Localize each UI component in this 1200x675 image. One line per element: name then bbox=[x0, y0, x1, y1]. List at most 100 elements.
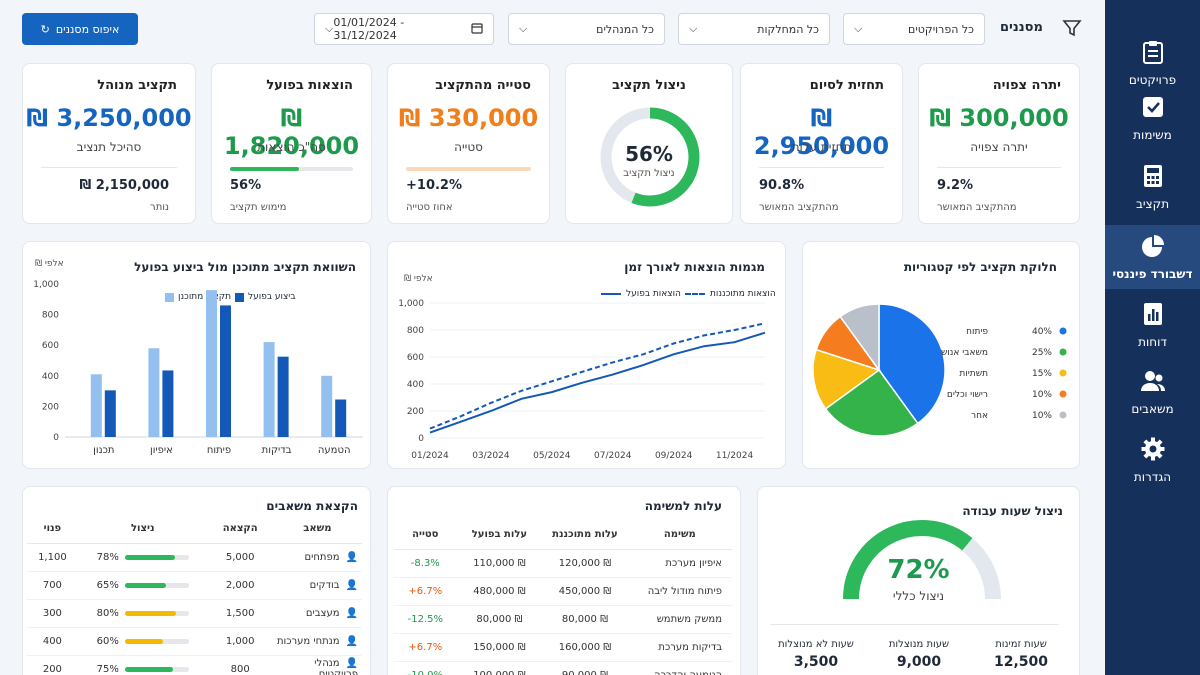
kpi-bottom-label: נותר bbox=[150, 202, 169, 213]
table-header-row: משאב הקצאה ניצול פנוי bbox=[27, 515, 362, 544]
sidebar-item-reports[interactable]: דוחות bbox=[1105, 293, 1200, 357]
projects-filter-select[interactable]: כל הפרויקטים ⌵ bbox=[843, 13, 985, 45]
stat-value: 3,500 bbox=[793, 654, 839, 670]
sidebar-item-settings[interactable]: הגדרות bbox=[1105, 428, 1200, 492]
divider bbox=[759, 167, 884, 168]
legend-percent: 40% bbox=[1032, 327, 1052, 337]
task-name-cell: הטמעה והדרכה bbox=[627, 661, 732, 675]
table-row[interactable]: 👤מנהלי פרויקטים 800 75% 200 bbox=[27, 655, 362, 675]
variance-cell: +6.7% bbox=[394, 577, 457, 606]
departments-filter-value: כל המחלקות bbox=[757, 22, 819, 36]
legend-swatch bbox=[235, 292, 244, 302]
calculator-icon bbox=[1143, 163, 1163, 189]
bar-report-icon bbox=[1143, 301, 1163, 327]
variance-bar bbox=[406, 167, 531, 171]
pie-slice bbox=[812, 348, 881, 410]
legend-label: אחר bbox=[971, 411, 988, 421]
kpi-title: ניצול תקציב bbox=[612, 78, 686, 93]
table-row[interactable]: איפיון מערכת ₪ 120,000 ₪ 110,000 -8.3% bbox=[394, 549, 732, 578]
legend-label: תקציב מתוכנן bbox=[178, 292, 232, 302]
stat-used: שעות מנוצלות 9,000 bbox=[879, 639, 959, 670]
bar-actual bbox=[277, 356, 289, 437]
free-cell: 300 bbox=[27, 599, 78, 628]
x-tick-label: איפיון bbox=[150, 445, 173, 456]
kpi-subtitle: סה"כ הוצאות bbox=[257, 140, 326, 154]
managers-filter-value: כל המנהלים bbox=[596, 22, 654, 36]
stat-label: שעות זמינות bbox=[995, 639, 1047, 650]
bar-planned bbox=[321, 375, 333, 437]
task-name-cell: איפיון מערכת bbox=[627, 549, 732, 578]
variance-cell: +6.7% bbox=[394, 633, 457, 662]
table-row[interactable]: 👤 מנתחי מערכות 1,000 60% 400 bbox=[27, 627, 362, 656]
sidebar-item-tasks[interactable]: משימות bbox=[1105, 86, 1200, 150]
legend-actual: הוצאות בפועל bbox=[601, 289, 681, 299]
free-cell: 200 bbox=[27, 655, 78, 675]
column-header: משאב bbox=[272, 515, 362, 544]
planned-cost-cell: ₪ 120,000 bbox=[542, 549, 628, 578]
date-range-picker[interactable]: 01/01/2024 - 31/12/2024 ⌵ bbox=[314, 13, 494, 45]
kpi-title: סטייה מהתקציב bbox=[435, 78, 531, 93]
table-row[interactable]: 👤 מעצבים 1,500 80% 300 bbox=[27, 599, 362, 628]
table-row[interactable]: בדיקות מערכת ₪ 160,000 ₪ 150,000 +6.7% bbox=[394, 633, 732, 662]
stat-available: שעות זמינות 12,500 bbox=[981, 639, 1061, 670]
table-row[interactable]: 👤 בודקים 2,000 65% 700 bbox=[27, 571, 362, 600]
bar-chart: 0 200 400 600 800 1,000 תכנון איפיון פיתוח בדיקות… bbox=[33, 280, 363, 456]
progress-fill bbox=[124, 554, 175, 560]
checkbox-icon bbox=[1142, 94, 1164, 120]
y-tick-label: 200 bbox=[42, 402, 59, 412]
departments-filter-select[interactable]: כל המחלקות ⌵ bbox=[678, 13, 830, 45]
column-header: משימה bbox=[627, 521, 732, 550]
kpi-card-actual-expenses: הוצאות בפועל ₪ 1,820,000 סה"כ הוצאות 56%… bbox=[211, 63, 372, 224]
table-row[interactable]: פיתוח מודול ליבה ₪ 450,000 ₪ 480,000 +6.… bbox=[394, 577, 732, 606]
x-tick-label: הטמעה bbox=[318, 445, 351, 456]
y-unit-label: אלפי ₪ bbox=[404, 274, 433, 284]
table-row[interactable]: 👤 מפתחים 5,000 78% 1,100 bbox=[27, 543, 362, 572]
reset-filters-button[interactable]: איפוס מסננים ↻ bbox=[22, 13, 138, 45]
stat-value: 9,000 bbox=[896, 654, 942, 670]
user-icon: 👤 bbox=[345, 635, 358, 647]
chevron-down-icon: ⌵ bbox=[689, 22, 698, 35]
managers-filter-select[interactable]: כל המנהלים ⌵ bbox=[508, 13, 665, 45]
resource-name-cell: 👤 בודקים bbox=[272, 571, 362, 600]
task-name-cell: ממשק משתמש bbox=[627, 605, 732, 634]
sidebar-item-budget[interactable]: תקציב bbox=[1105, 155, 1200, 219]
legend-percent: 10% bbox=[1032, 390, 1052, 400]
calendar-icon bbox=[471, 22, 483, 37]
allocation-cell: 1,500 bbox=[207, 599, 273, 628]
kpi-bottom-label: אחוז סטייה bbox=[406, 202, 453, 213]
utilization-value: 60% bbox=[96, 635, 119, 647]
y-tick-label: 0 bbox=[53, 433, 59, 443]
utilization-bar bbox=[124, 638, 189, 644]
sidebar-item-label: דשבורד פיננסי bbox=[1112, 267, 1193, 281]
stat-label: שעות מנוצלות bbox=[888, 639, 950, 650]
table-row[interactable]: הטמעה והדרכה ₪ 90,000 ₪ 100,000 -10.0% bbox=[394, 661, 732, 675]
sidebar-item-label: הגדרות bbox=[1133, 470, 1172, 484]
sidebar-item-resources[interactable]: משאבים bbox=[1105, 360, 1200, 424]
work-hours-card: ניצול שעות עבודה 72% ניצול כללי שעות זמי… bbox=[757, 486, 1080, 675]
legend-percent: 10% bbox=[1032, 411, 1052, 421]
sidebar-item-projects[interactable]: פרויקטים bbox=[1105, 0, 1200, 96]
kpi-bottom-value: ₪ 2,150,000 bbox=[79, 178, 169, 193]
resource-name: מנתחי מערכות bbox=[276, 635, 340, 647]
resource-name: מנהלי פרויקטים bbox=[314, 658, 358, 675]
pie-chart: 40% פיתוח 25% משאבי אנוש 15% תשתיות 10% רישוי ו… bbox=[812, 303, 1067, 437]
pie-chart-card: חלוקת תקציב לפי קטגוריות 40% פיתוח 25% משאב… bbox=[802, 241, 1080, 469]
stat-label: שעות לא מנוצלות bbox=[778, 639, 854, 650]
card-title: עלות למשימה bbox=[644, 499, 722, 513]
y-tick-label: 600 bbox=[42, 341, 59, 351]
user-icon: 👤 bbox=[345, 658, 358, 669]
bar-actual bbox=[104, 390, 116, 437]
kpi-card-budget-variance: סטייה מהתקציב ₪ 330,000 סטייה +10.2% אחו… bbox=[387, 63, 550, 224]
legend-label: הוצאות מתוכננות bbox=[710, 289, 776, 299]
kpi-bottom-label: מהתקציב המאושר bbox=[937, 202, 1017, 213]
sidebar-item-financial-dashboard[interactable]: דשבורד פיננסי bbox=[1105, 225, 1200, 289]
progress-fill bbox=[124, 638, 164, 644]
chart-title: השוואת תקציב מתוכנן מול ביצוע בפועל bbox=[134, 260, 356, 274]
planned-cost-cell: ₪ 160,000 bbox=[542, 633, 628, 662]
sidebar: פרויקטים משימות תקציב דשבורד פיננסי דוחו… bbox=[1105, 0, 1200, 675]
utilization-bar bbox=[124, 666, 189, 672]
x-tick-label: 03/2024 bbox=[472, 451, 510, 461]
kpi-bottom-value: 90.8% bbox=[759, 178, 805, 193]
table-row[interactable]: ממשק משתמש ₪ 80,000 ₪ 80,000 -12.5% bbox=[394, 605, 732, 634]
kpi-bottom-value: 9.2% bbox=[937, 178, 974, 193]
